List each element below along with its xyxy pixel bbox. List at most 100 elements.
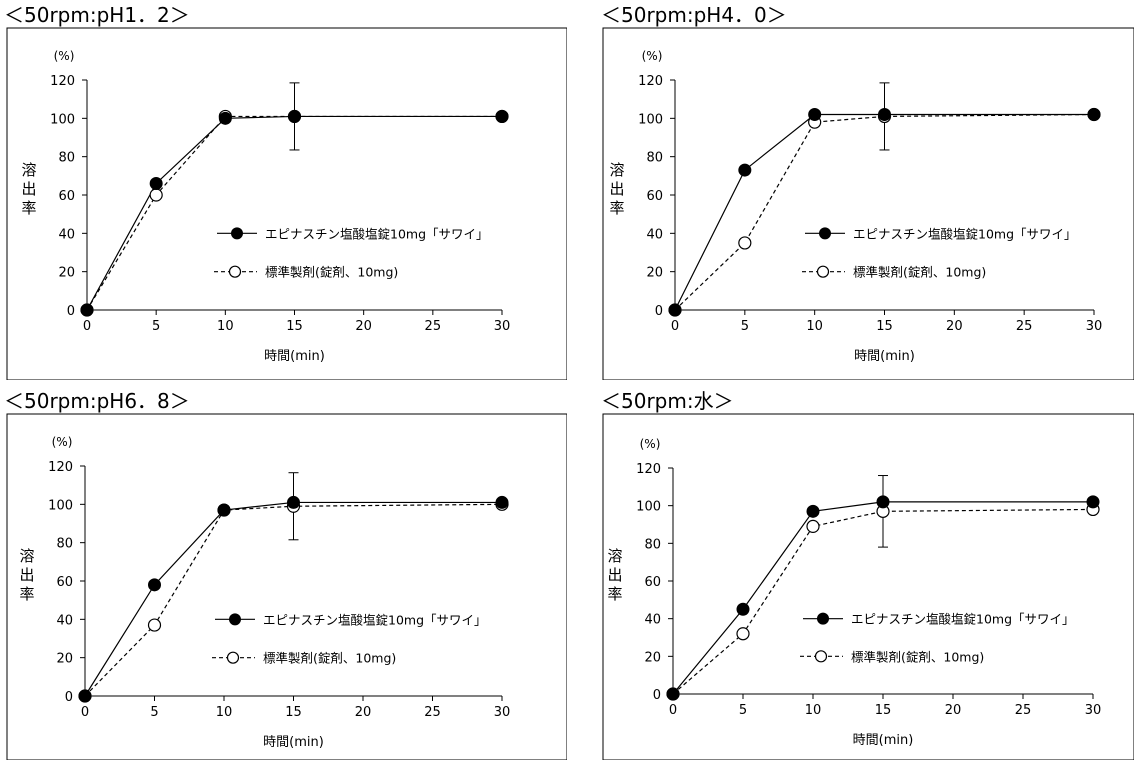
test-data-point — [808, 108, 822, 121]
y-tick-label: 100 — [638, 112, 663, 127]
y-axis-unit: (%) — [52, 435, 73, 449]
legend-label-reference: 標準製剤(錠剤、10mg) — [263, 651, 396, 666]
x-axis-label: 時間(min) — [854, 349, 915, 364]
x-tick-label: 5 — [152, 319, 160, 334]
reference-data-point — [738, 236, 752, 250]
y-tick-label: 0 — [67, 304, 75, 319]
y-tick-label: 20 — [56, 652, 73, 667]
y-tick-label: 80 — [58, 151, 75, 166]
reference-data-point — [736, 627, 750, 641]
reference-series-line — [674, 113, 1095, 311]
legend-marker-test — [817, 612, 829, 625]
test-data-point — [1087, 108, 1101, 121]
y-tick-label: 40 — [56, 613, 73, 628]
chart-svg: 0 20 40 60 80 100 120 0 5 10 15 20 25 30 時間(min) (%) 溶出率… — [6, 27, 567, 380]
y-tick-label: 80 — [644, 537, 661, 552]
x-tick-label: 5 — [739, 703, 747, 718]
x-tick-label: 15 — [285, 705, 302, 720]
legend-marker-reference — [228, 265, 242, 278]
x-tick-label: 20 — [355, 319, 372, 334]
y-tick-label: 40 — [646, 227, 663, 242]
reference-data-point — [806, 519, 820, 533]
test-data-point — [666, 687, 680, 701]
test-data-point — [218, 111, 232, 125]
chart-panel-ph6-8: ＜50rpm:pH6．8＞ 0 20 40 60 80 100 120 0 5 10 15 20 25 3… — [0, 386, 567, 766]
x-tick-label: 25 — [424, 705, 441, 720]
x-tick-label: 10 — [806, 319, 823, 334]
test-data-point — [668, 303, 682, 317]
y-axis-label: 溶出率 — [609, 161, 624, 217]
y-tick-label: 0 — [65, 690, 73, 705]
y-axis-unit: (%) — [54, 49, 75, 63]
y-tick-label: 60 — [56, 575, 73, 590]
legend-label-reference: 標準製剤(錠剤、10mg) — [851, 649, 984, 664]
y-tick-label: 120 — [636, 462, 661, 477]
x-tick-label: 20 — [945, 703, 962, 718]
legend-label-reference: 標準製剤(錠剤、10mg) — [853, 265, 986, 280]
chart-panel-water: ＜50rpm:水＞ 0 20 40 60 80 100 120 0 5 10 15 20 25 30 時間(… — [597, 386, 1134, 766]
x-tick-label: 15 — [876, 319, 893, 334]
test-data-point — [495, 109, 509, 123]
x-tick-label: 30 — [494, 319, 511, 334]
legend-label-test: エピナスチン塩酸塩錠10mg「サワイ」 — [263, 612, 487, 627]
chart-title: ＜50rpm:pH1．2＞ — [4, 3, 190, 27]
y-tick-label: 100 — [636, 500, 661, 515]
x-tick-label: 10 — [217, 319, 234, 334]
test-data-point — [878, 108, 891, 121]
x-tick-label: 25 — [1016, 319, 1033, 334]
legend-label-test: エピナスチン塩酸塩錠10mg「サワイ」 — [265, 226, 489, 241]
x-tick-label: 0 — [669, 703, 677, 718]
legend-marker-test — [819, 227, 831, 240]
y-axis-label: 溶出率 — [19, 547, 34, 603]
y-axis-label: 溶出率 — [21, 161, 36, 217]
y-tick-label: 0 — [653, 688, 661, 703]
y-tick-label: 120 — [638, 74, 663, 89]
test-data-point — [78, 689, 92, 703]
y-tick-label: 120 — [50, 74, 75, 89]
legend-label-test: エピナスチン塩酸塩錠10mg「サワイ」 — [853, 226, 1077, 241]
y-axis-unit: (%) — [640, 437, 661, 451]
test-data-point — [148, 578, 161, 592]
legend-marker-reference — [226, 651, 240, 664]
y-tick-label: 20 — [644, 650, 661, 665]
x-tick-label: 10 — [805, 703, 822, 718]
y-tick-label: 80 — [56, 537, 73, 552]
test-data-point — [1086, 495, 1100, 509]
x-tick-label: 30 — [1086, 319, 1103, 334]
x-tick-label: 10 — [216, 705, 233, 720]
y-tick-label: 20 — [646, 266, 663, 281]
chart-svg: 0 20 40 60 80 100 120 0 5 10 15 20 25 30 時間(min) (%) 溶出率… — [602, 413, 1134, 760]
chart-frame — [6, 27, 567, 380]
test-data-point — [736, 602, 750, 616]
y-tick-label: 100 — [50, 112, 75, 127]
legend-marker-test — [229, 613, 241, 626]
y-tick-label: 0 — [655, 304, 663, 319]
test-data-point — [738, 163, 752, 177]
chart-panel-ph1-2: ＜50rpm:pH1．2＞ 0 20 40 60 80 100 120 0 5 10 15 20 25 3… — [0, 0, 567, 380]
x-tick-label: 0 — [81, 705, 89, 720]
y-axis-label: 溶出率 — [607, 547, 622, 603]
y-tick-label: 80 — [646, 151, 663, 166]
chart-frame — [602, 27, 1134, 380]
test-data-point — [217, 503, 231, 517]
reference-data-point — [147, 618, 162, 632]
y-tick-label: 60 — [58, 189, 75, 204]
legend-label-test: エピナスチン塩酸塩錠10mg「サワイ」 — [851, 612, 1075, 627]
x-axis-label: 時間(min) — [853, 733, 914, 748]
chart-frame — [602, 413, 1134, 760]
chart-frame — [6, 413, 567, 760]
x-tick-label: 30 — [494, 705, 511, 720]
test-data-point — [495, 495, 509, 509]
legend-marker-reference — [814, 650, 828, 663]
y-tick-label: 120 — [48, 460, 73, 475]
x-tick-label: 20 — [355, 705, 372, 720]
chart-panel-ph4-0: ＜50rpm:pH4．0＞ 0 20 40 60 80 100 120 0 5 10 15 20 25 3… — [597, 0, 1134, 380]
x-axis-label: 時間(min) — [264, 349, 325, 364]
x-tick-label: 0 — [83, 319, 91, 334]
y-tick-label: 60 — [646, 189, 663, 204]
legend-marker-test — [231, 227, 243, 240]
x-tick-label: 15 — [875, 703, 892, 718]
test-data-point — [876, 495, 890, 509]
x-tick-label: 5 — [150, 705, 158, 720]
chart-svg: 0 20 40 60 80 100 120 0 5 10 15 20 25 30 時間(min) (%) 溶出率… — [6, 413, 567, 760]
